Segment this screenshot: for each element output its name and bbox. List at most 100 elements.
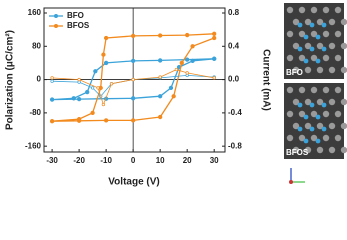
point [76,118,82,123]
point [109,82,114,86]
point [49,97,55,102]
atom [334,54,342,62]
point [96,86,100,90]
point [90,86,95,90]
atom-highlight [309,46,315,52]
atom [316,42,324,50]
atom [316,98,324,106]
axis-origin [289,180,293,184]
atom-highlight [303,34,309,40]
atom [298,54,306,62]
atom [340,98,347,106]
point [185,71,189,75]
atom [328,42,336,50]
atom [298,30,306,38]
atom [286,110,294,118]
atom [286,6,294,14]
atom [322,30,330,38]
atom [340,122,347,130]
atom-highlight [321,102,327,108]
atom [310,6,318,14]
atom [340,66,347,74]
atom [340,146,347,154]
point [158,114,163,120]
point [130,96,136,101]
point [212,31,217,36]
atom [292,146,300,154]
point [50,76,54,80]
polarization-line [52,33,215,122]
point [93,69,98,74]
atom [292,66,300,74]
y2-tick-label: 0.0 [228,75,240,84]
x-axis-label: Voltage (V) [108,177,159,188]
legend-label: BFO [67,11,84,20]
x-tick-label: -30 [46,156,58,165]
current-line [52,69,215,106]
y2-tick-label: 0.8 [228,8,240,17]
atom [322,134,330,142]
atom-highlight [315,58,321,64]
atom [334,110,342,118]
atom [304,146,312,154]
point [212,76,216,80]
image-bfo [284,3,344,79]
point [101,102,106,107]
point [71,96,76,101]
atom-highlight [309,126,315,132]
point [158,58,163,63]
atom [310,54,318,62]
legend-marker [54,24,58,28]
x-tick-label: 10 [156,156,165,165]
atom-highlight [297,22,303,28]
image-bfos [284,83,344,159]
atom [334,86,342,94]
atom [316,146,324,154]
x-tick-label: 0 [131,156,136,165]
atom [304,42,312,50]
atom [316,122,324,130]
y2-axis-label: Current (mA) [260,49,271,111]
atom [286,30,294,38]
atom [304,98,312,106]
point [90,110,95,116]
atom [340,42,347,50]
atom [328,146,336,154]
point [101,52,106,57]
atom [286,86,294,94]
atom [322,86,330,94]
atom [298,110,306,118]
point [77,77,81,82]
atom [292,42,300,50]
point [158,33,163,38]
x-tick-label: -10 [100,156,112,165]
atom-highlight [303,114,309,120]
atom [334,30,342,38]
y2-tick-label: -0.8 [228,141,242,150]
point [190,44,195,49]
atom [292,18,300,26]
atom [310,30,318,38]
atom [286,54,294,62]
atom [310,86,318,94]
point [49,119,55,124]
point [85,89,90,95]
atom-highlight [321,126,327,132]
point [130,118,136,123]
atom-highlight [297,126,303,132]
point [179,60,184,66]
y-tick-label: -160 [25,141,42,150]
point [158,94,163,99]
legend-marker [54,14,58,18]
atom-highlight [321,22,327,28]
micrographs: BFO BFOS [284,3,347,184]
atom [298,134,306,142]
point [131,77,135,82]
atom-highlight [303,138,309,144]
point [185,57,190,62]
atom [304,66,312,74]
point [212,56,217,61]
x-tick-label: -20 [73,156,85,165]
atom [286,134,294,142]
atom [334,134,342,142]
